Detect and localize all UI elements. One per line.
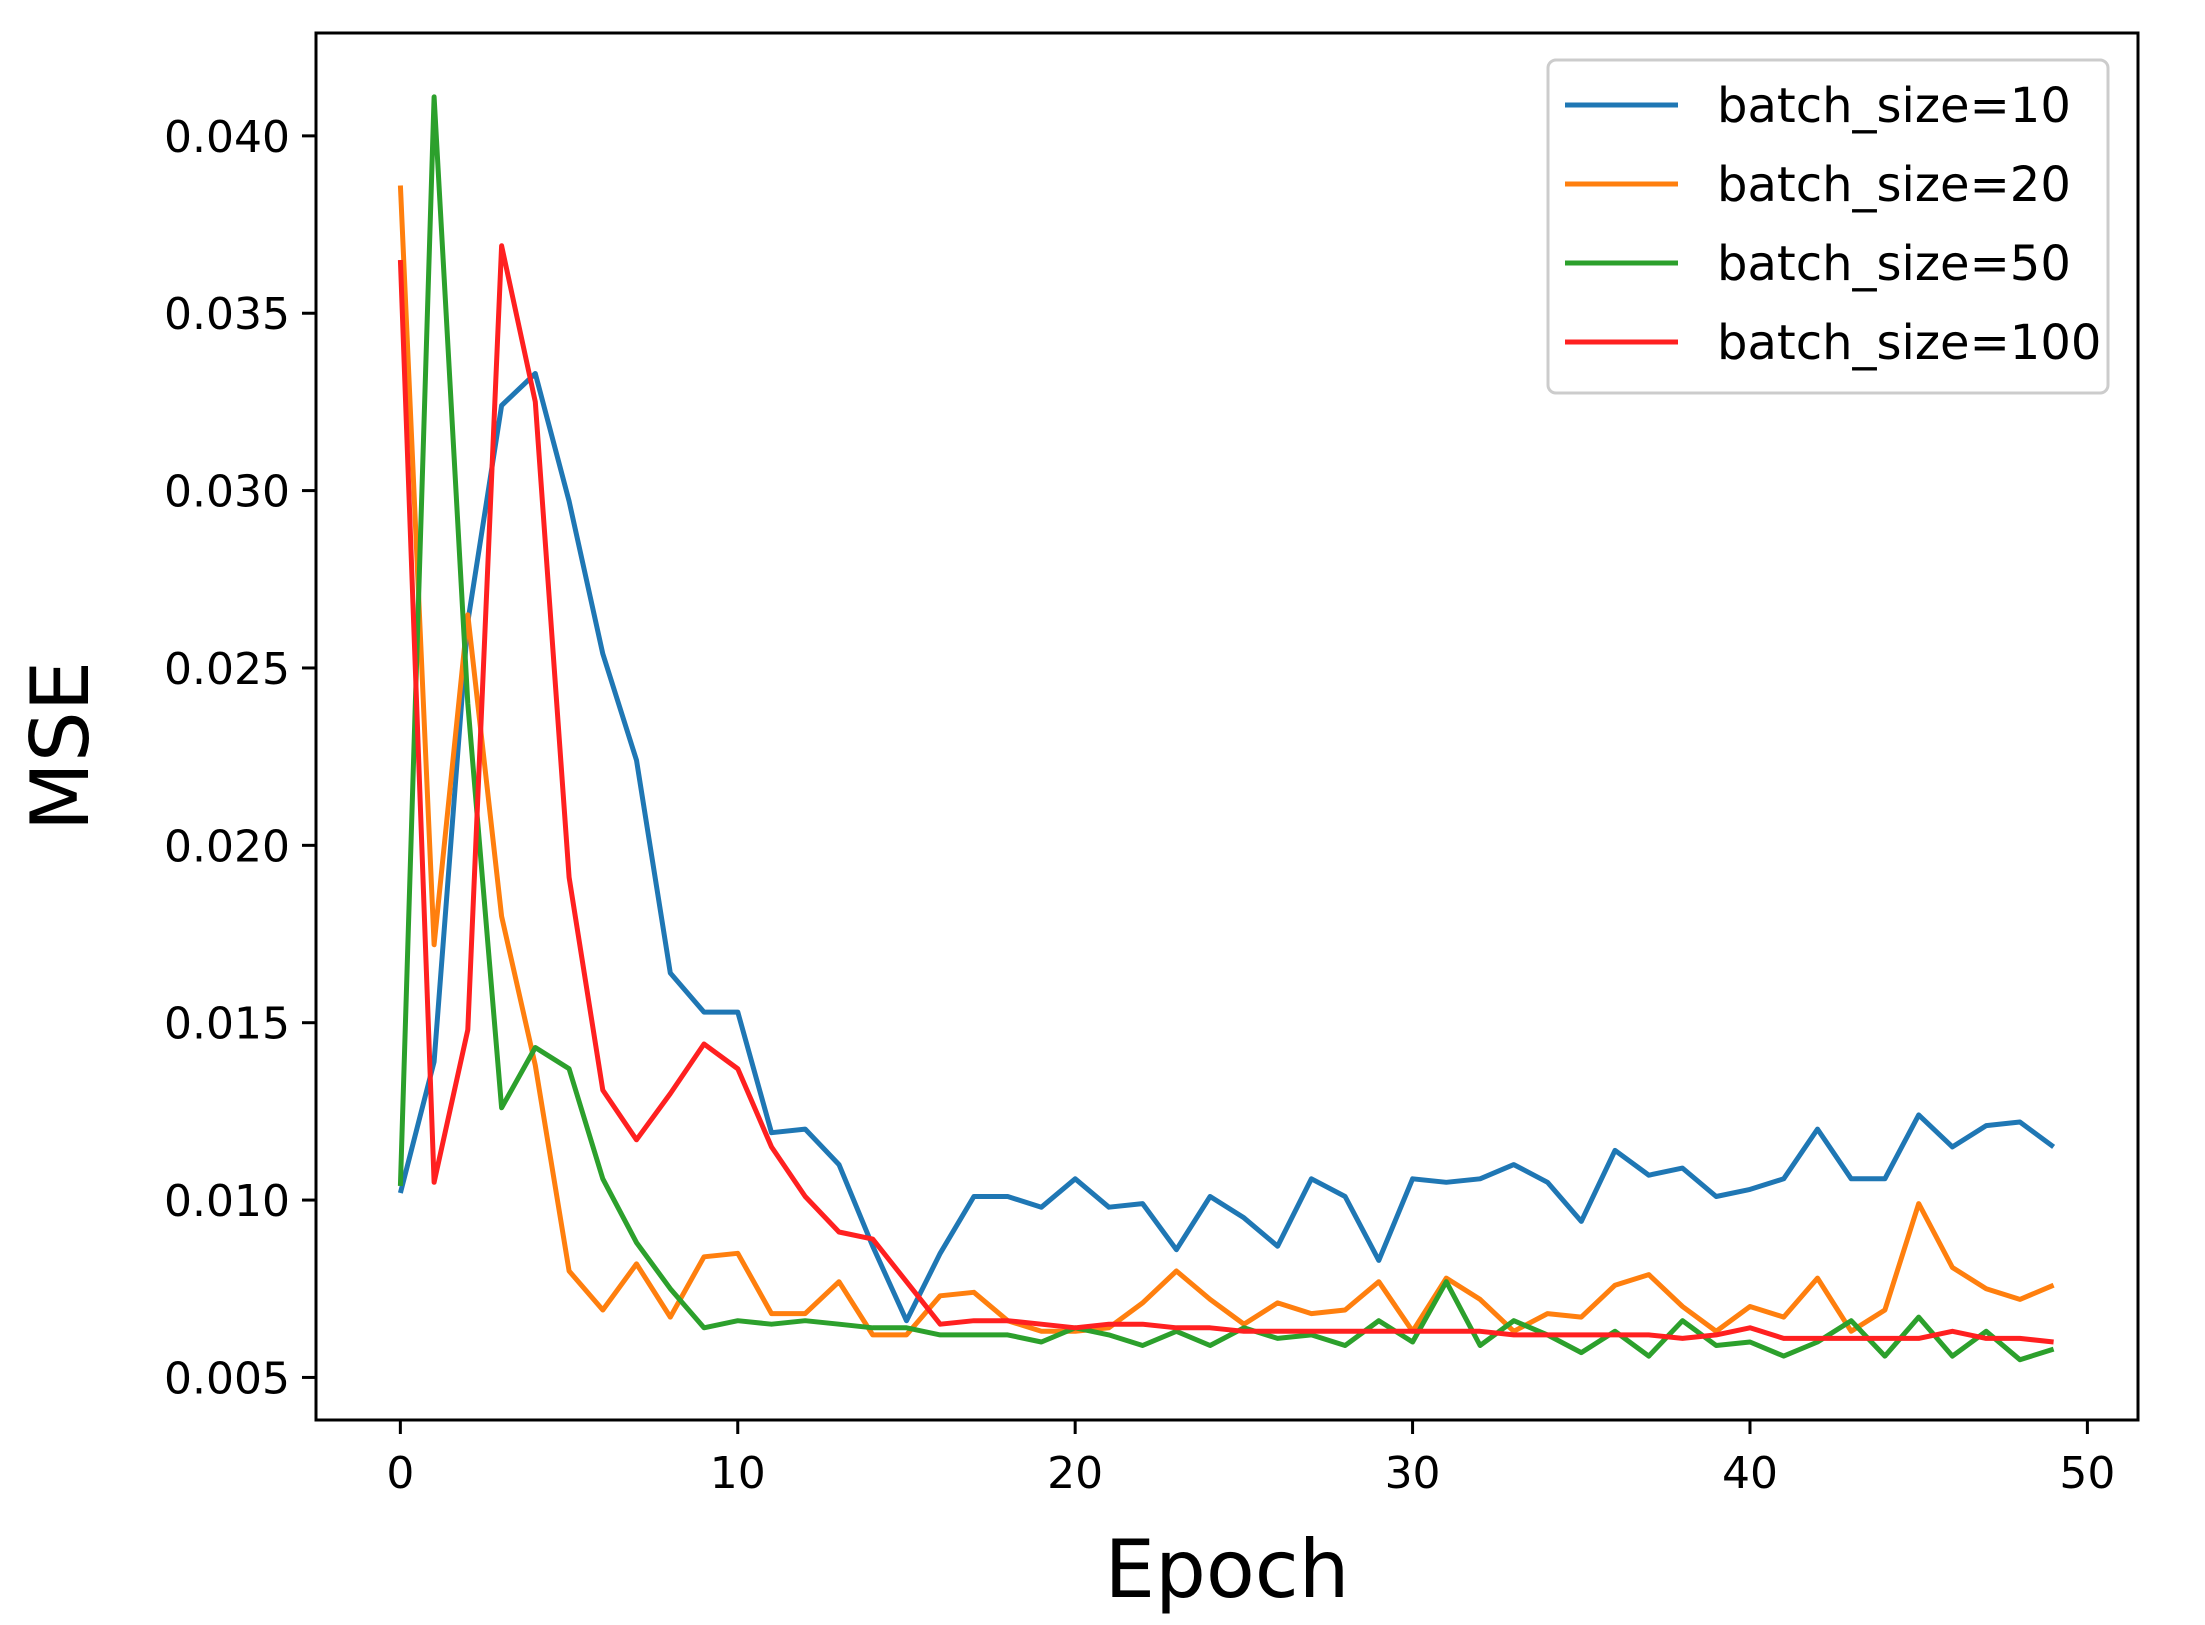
legend-items: batch_size=10 batch_size=20 batch_size=50b… bbox=[1565, 78, 2101, 371]
plot-lines bbox=[397, 94, 2056, 1363]
x-axis: 0 10 20 30 40 50 bbox=[386, 1420, 2115, 1499]
series-line-4 bbox=[397, 243, 2054, 1345]
y-axis-title: MSE bbox=[14, 661, 107, 831]
x-tick-label: 20 bbox=[1047, 1448, 1103, 1499]
y-tick-label: 0.015 bbox=[164, 999, 290, 1050]
series-line-2 bbox=[397, 185, 2055, 1338]
x-tick-label: 0 bbox=[386, 1448, 414, 1499]
x-tick-label: 40 bbox=[1722, 1448, 1778, 1499]
x-tick-label: 10 bbox=[710, 1448, 766, 1499]
plot-frame bbox=[314, 31, 2140, 1422]
legend-label-4: batch_size=100 bbox=[1717, 315, 2101, 371]
series-line-1 bbox=[397, 371, 2056, 1324]
y-tick-label: 0.025 bbox=[164, 644, 290, 695]
legend-label-1: batch_size=10 bbox=[1717, 78, 2071, 134]
x-tick-label: 50 bbox=[2059, 1448, 2115, 1499]
legend-box bbox=[1546, 58, 2110, 395]
y-tick-label: 0.035 bbox=[164, 289, 290, 340]
y-axis: 0.005 0.010 0.015 0.020 0.025 0.030 0.035 0.040 bbox=[164, 112, 316, 1404]
y-tick-label: 0.005 bbox=[164, 1353, 290, 1404]
y-tick-label: 0.010 bbox=[164, 1176, 290, 1227]
legend-label-2: batch_size=20 bbox=[1717, 157, 2071, 213]
x-axis-title: Epoch bbox=[1105, 1523, 1350, 1616]
series-line-3 bbox=[397, 94, 2055, 1363]
x-tick-label: 30 bbox=[1385, 1448, 1441, 1499]
legend-label-3: batch_size=50 bbox=[1717, 236, 2071, 292]
y-tick-label: 0.030 bbox=[164, 467, 290, 518]
y-tick-label: 0.040 bbox=[164, 112, 290, 163]
legend: batch_size=10 batch_size=20 batch_size=50b… bbox=[1546, 58, 2110, 395]
y-tick-label: 0.020 bbox=[164, 821, 290, 872]
